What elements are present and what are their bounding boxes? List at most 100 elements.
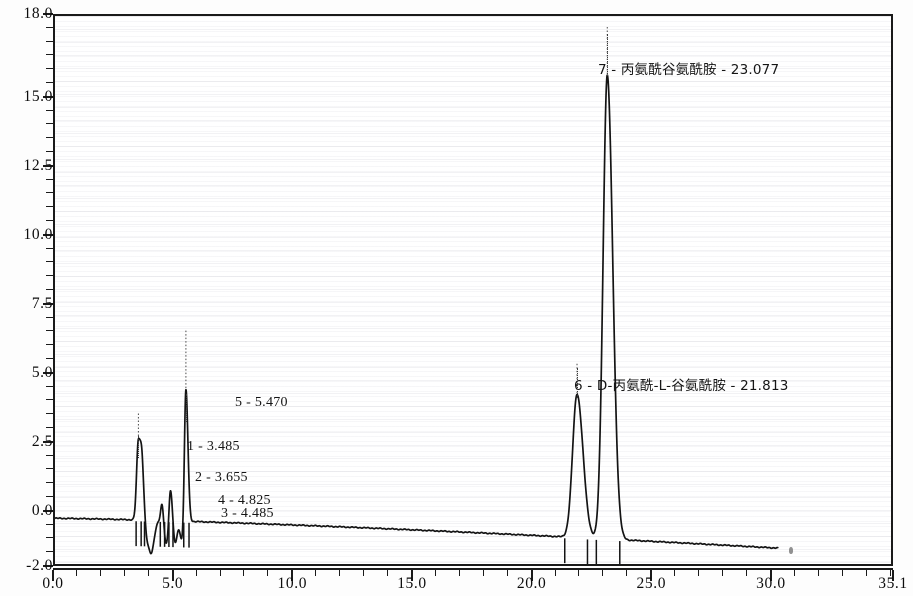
integration-marks [135, 27, 621, 564]
x-tick-label: 5.0 [162, 575, 184, 592]
x-tick-minor [578, 570, 580, 576]
x-tick-label: 10.0 [277, 575, 308, 592]
y-tick-minor [46, 385, 53, 387]
x-tick-minor [267, 570, 269, 576]
x-tick-minor [195, 570, 197, 576]
x-tick-minor [841, 570, 843, 576]
y-tick-minor [46, 151, 53, 152]
x-tick-major [171, 570, 174, 581]
y-tick-minor [46, 137, 53, 139]
x-tick-major [530, 570, 533, 581]
trace-path [55, 74, 779, 555]
peak-label-5: 5 - 5.470 [235, 395, 288, 410]
x-tick-major [769, 570, 772, 581]
y-tick-label: 18.0 [23, 5, 53, 22]
x-tick-minor [698, 570, 700, 576]
x-tick-minor [506, 570, 508, 576]
x-tick-minor [817, 570, 819, 576]
y-tick-minor [46, 413, 53, 415]
peak-label-4: 4 - 4.825 [218, 493, 271, 508]
x-tick-label: 0.0 [42, 575, 64, 592]
peak-label-2: 2 - 3.655 [195, 470, 248, 485]
x-tick-minor [243, 570, 245, 576]
y-tick-minor [46, 468, 53, 470]
y-tick-major [43, 565, 53, 567]
x-tick-minor [123, 570, 125, 576]
scan-artifact-speck [789, 547, 793, 554]
y-tick-major [43, 95, 53, 98]
y-tick-major [43, 164, 53, 167]
y-tick-minor [46, 344, 53, 346]
plot-area: 5 - 5.470 1 - 3.485 2 - 3.655 4 - 4.825 3 - … [53, 14, 893, 566]
x-tick-minor [554, 570, 556, 576]
x-tick-label: 15.0 [397, 575, 427, 592]
y-tick-label: 0.0 [31, 501, 53, 519]
y-tick-minor [46, 330, 53, 332]
y-tick-major [43, 440, 53, 443]
x-tick-minor [99, 570, 101, 576]
y-tick-label: 10.0 [23, 225, 53, 243]
y-tick-minor [46, 537, 53, 539]
y-tick-label: 7.5 [31, 294, 53, 312]
y-tick-minor [46, 68, 53, 70]
y-tick-minor [46, 358, 53, 359]
x-tick-minor [387, 570, 389, 576]
y-tick-major [43, 371, 53, 374]
y-tick-major [43, 302, 53, 305]
y-tick-minor [46, 496, 53, 497]
annotation-leader-line [607, 34, 609, 76]
x-tick-major [52, 570, 54, 581]
y-tick-label: 15.0 [23, 87, 53, 105]
y-tick-minor [46, 399, 53, 401]
peak-label-6: 6 - D-丙氨酰-L-谷氨酰胺 - 21.813 [574, 378, 789, 394]
y-tick-minor [46, 220, 53, 221]
annotation-leader-line [138, 436, 140, 458]
y-tick-minor [46, 275, 53, 277]
x-tick-label: 30.0 [756, 575, 786, 592]
x-tick-minor [219, 570, 221, 576]
x-tick-minor [626, 570, 628, 576]
x-tick-minor [482, 570, 484, 576]
annotation-leader-line [185, 394, 187, 422]
y-tick-major [43, 233, 53, 236]
x-tick-minor [147, 570, 149, 576]
x-tick-minor [793, 570, 795, 576]
x-tick-minor [602, 570, 604, 576]
y-tick-minor [46, 247, 53, 249]
y-tick-minor [46, 454, 53, 456]
x-tick-minor [339, 570, 341, 576]
y-tick-minor [46, 109, 53, 111]
chromatogram-trace [55, 27, 779, 564]
y-tick-major [43, 509, 53, 512]
y-tick-minor [46, 316, 53, 318]
x-tick-minor [865, 570, 867, 576]
x-tick-minor [722, 570, 724, 576]
x-tick-major [650, 570, 653, 581]
y-tick-minor [46, 482, 53, 484]
y-tick-label: 2.5 [31, 432, 53, 450]
y-tick-label: 5.0 [31, 363, 53, 381]
y-tick-label: 12.5 [23, 156, 53, 174]
y-tick-label: -2.0 [26, 557, 53, 574]
x-axis [52, 568, 894, 581]
y-tick-minor [46, 523, 53, 525]
peak-label-3: 3 - 4.485 [221, 506, 274, 521]
x-tick-minor [75, 570, 77, 576]
x-tick-label: 20.0 [516, 575, 547, 592]
y-tick-minor [46, 261, 53, 263]
x-tick-minor [746, 570, 748, 576]
y-tick-major [43, 13, 53, 15]
y-tick-minor [46, 40, 53, 42]
x-tick-major [291, 570, 294, 581]
x-tick-minor [315, 570, 317, 576]
peak-label-7: 7 - 丙氨酰谷氨酰胺 - 23.077 [598, 62, 780, 78]
y-tick-minor [46, 551, 53, 553]
y-tick-minor [46, 26, 53, 28]
y-tick-minor [46, 54, 53, 56]
peak-label-1: 1 - 3.485 [187, 439, 240, 454]
x-tick-minor [674, 570, 676, 576]
y-tick-minor [46, 192, 53, 194]
x-tick-major [892, 570, 894, 581]
y-tick-minor [46, 82, 53, 83]
y-tick-minor [46, 178, 53, 180]
